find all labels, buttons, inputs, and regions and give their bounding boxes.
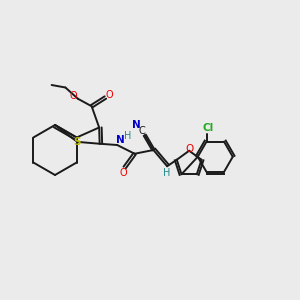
Text: C: C xyxy=(138,126,145,136)
Text: O: O xyxy=(185,145,193,154)
Text: S: S xyxy=(74,137,81,147)
Text: Cl: Cl xyxy=(202,123,213,133)
Text: N: N xyxy=(116,135,125,145)
Text: H: H xyxy=(164,168,171,178)
Text: O: O xyxy=(120,167,127,178)
Text: O: O xyxy=(70,91,77,101)
Text: H: H xyxy=(124,131,131,141)
Text: N: N xyxy=(131,119,140,130)
Text: O: O xyxy=(105,90,113,100)
